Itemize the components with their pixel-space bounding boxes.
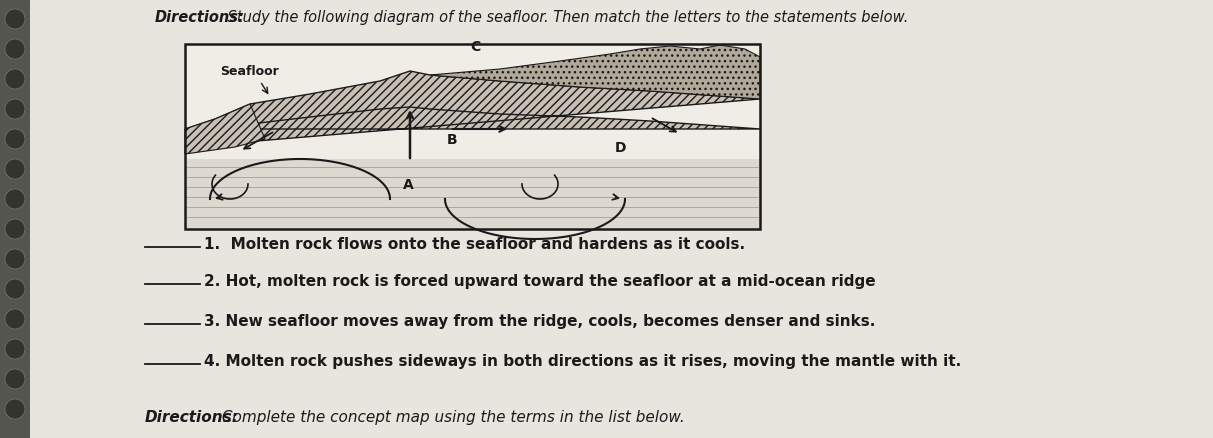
Circle shape (5, 10, 25, 30)
Circle shape (5, 40, 25, 60)
Text: 3. New seafloor moves away from the ridge, cools, becomes denser and sinks.: 3. New seafloor moves away from the ridg… (204, 313, 876, 328)
Polygon shape (186, 72, 761, 148)
Text: Complete the concept map using the terms in the list below.: Complete the concept map using the terms… (217, 409, 685, 424)
Polygon shape (0, 0, 30, 438)
Polygon shape (186, 159, 761, 230)
Circle shape (5, 339, 25, 359)
Circle shape (5, 70, 25, 90)
Text: Directions:: Directions: (146, 409, 239, 424)
Text: B: B (446, 133, 457, 147)
Polygon shape (186, 105, 264, 155)
Text: A: A (403, 177, 414, 191)
Circle shape (5, 279, 25, 299)
Text: Directions:: Directions: (155, 10, 245, 25)
Text: C: C (469, 40, 480, 54)
Text: Seafloor: Seafloor (220, 65, 279, 78)
Circle shape (5, 190, 25, 209)
Circle shape (5, 399, 25, 419)
Circle shape (5, 219, 25, 240)
Circle shape (5, 130, 25, 150)
Text: D: D (614, 141, 626, 155)
Text: Study the following diagram of the seafloor. Then match the letters to the state: Study the following diagram of the seafl… (223, 10, 909, 25)
Text: 1.  Molten rock flows onto the seafloor and hardens as it cools.: 1. Molten rock flows onto the seafloor a… (204, 237, 745, 251)
Circle shape (5, 369, 25, 389)
Text: 2. Hot, molten rock is forced upward toward the seafloor at a mid-ocean ridge: 2. Hot, molten rock is forced upward tow… (204, 273, 876, 288)
Circle shape (5, 309, 25, 329)
Circle shape (5, 100, 25, 120)
Circle shape (5, 159, 25, 180)
Polygon shape (429, 46, 761, 100)
Text: 4. Molten rock pushes sideways in both directions as it rises, moving the mantle: 4. Molten rock pushes sideways in both d… (204, 353, 961, 368)
Polygon shape (186, 45, 761, 230)
Circle shape (5, 249, 25, 269)
